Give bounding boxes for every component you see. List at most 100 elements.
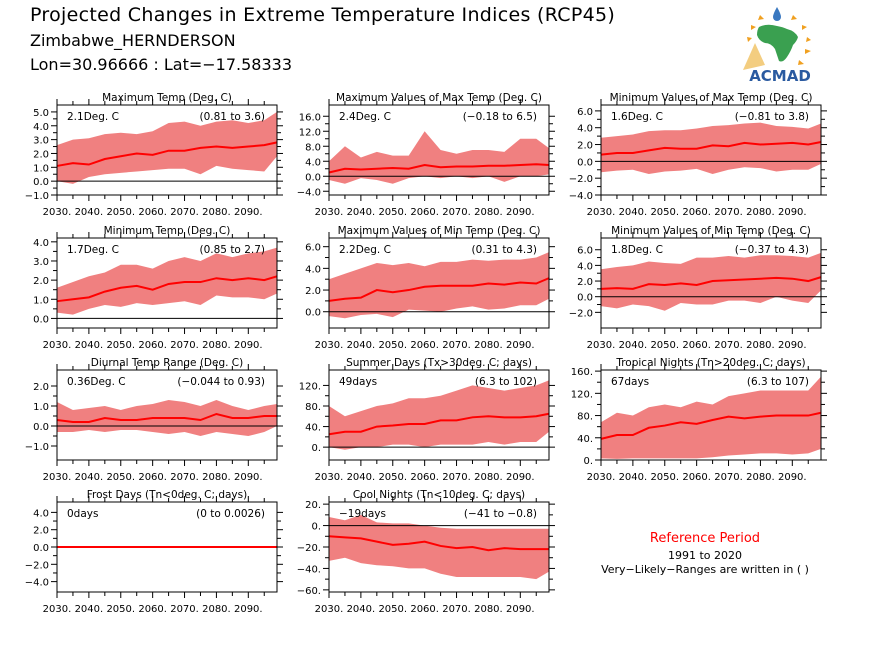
x-tick-label: 2090. xyxy=(778,472,807,483)
y-tick-label: 4.0 xyxy=(577,124,593,135)
y-tick-label: 80. xyxy=(305,402,321,413)
panel-title: Minimum Values of Max Temp (Deg. C) xyxy=(610,92,813,104)
very-likely-range-label: (−0.81 to 3.8) xyxy=(735,111,809,123)
plot-frame xyxy=(56,369,278,461)
x-tick-label: 2030. xyxy=(43,207,72,218)
x-tick-label: 2090. xyxy=(234,207,263,218)
x-tick-label: 2080. xyxy=(746,207,775,218)
x-tick-label: 2070. xyxy=(714,472,743,483)
acmad-africa-logo-icon: ACMAD xyxy=(743,7,811,85)
plot-frame xyxy=(328,104,550,196)
x-tick-label: 2050. xyxy=(378,207,407,218)
x-tick-label: 2060. xyxy=(410,604,439,615)
y-tick-label: 4.0 xyxy=(33,238,49,249)
x-tick-label: 2030. xyxy=(43,340,72,351)
y-tick-label: 40. xyxy=(305,423,321,434)
median-change-label: 67days xyxy=(611,376,649,388)
y-tick-label: −2.0 xyxy=(569,308,593,319)
y-tick-label: 0.0 xyxy=(305,308,321,319)
y-tick-label: 0.0 xyxy=(33,177,49,188)
x-tick-label: 2060. xyxy=(410,207,439,218)
x-tick-label: 2090. xyxy=(506,472,535,483)
median-change-label: 0days xyxy=(67,508,98,520)
x-tick-label: 2050. xyxy=(650,472,679,483)
x-tick-label: 2090. xyxy=(234,604,263,615)
y-tick-label: −40. xyxy=(297,564,321,575)
x-tick-label: 2030. xyxy=(315,472,344,483)
x-tick-label: 2040. xyxy=(75,604,104,615)
plot-frame xyxy=(600,237,822,329)
panel-title: Maximum Values of Min Temp (Deg. C) xyxy=(338,225,541,237)
median-line xyxy=(328,412,550,436)
x-tick-label: 2080. xyxy=(202,472,231,483)
x-tick-label: 2070. xyxy=(442,340,471,351)
y-tick-label: 0.0 xyxy=(33,543,49,554)
y-tick-label: 12.0 xyxy=(299,127,321,138)
median-change-label: 1.8Deg. C xyxy=(611,244,663,256)
y-tick-label: −2.0 xyxy=(569,174,593,185)
y-tick-label: 0. xyxy=(311,443,321,454)
x-tick-label: 2060. xyxy=(682,207,711,218)
likely-range-band xyxy=(601,122,821,174)
panel-title: Frost Days (Tn<0deg. C; days) xyxy=(87,489,247,501)
x-tick-label: 2090. xyxy=(778,207,807,218)
y-tick-label: −20. xyxy=(297,543,321,554)
y-tick-label: 6.0 xyxy=(577,107,593,118)
likely-range-band xyxy=(329,514,549,580)
x-tick-label: 2090. xyxy=(234,472,263,483)
median-change-label: −19days xyxy=(339,508,386,520)
very-likely-range-label: (0 to 0.0026) xyxy=(196,508,265,520)
y-tick-label: 2.0 xyxy=(577,277,593,288)
median-line xyxy=(56,141,278,167)
x-tick-label: 2060. xyxy=(682,472,711,483)
x-tick-label: 2040. xyxy=(347,340,376,351)
y-tick-label: −1.0 xyxy=(25,191,49,202)
x-tick-label: 2070. xyxy=(714,340,743,351)
likely-range-band xyxy=(601,376,821,459)
logo-text: ACMAD xyxy=(749,67,811,85)
y-tick-label: 160. xyxy=(571,367,593,378)
y-tick-label: 0.0 xyxy=(33,422,49,433)
y-tick-label: 2.0 xyxy=(33,276,49,287)
median-change-label: 1.6Deg. C xyxy=(611,111,663,123)
panel-title: Minimum Values of Min Temp (Deg. C) xyxy=(611,225,811,237)
x-tick-label: 2070. xyxy=(170,472,199,483)
x-tick-label: 2070. xyxy=(170,604,199,615)
y-tick-label: 0.0 xyxy=(305,172,321,183)
panel-title: Maximum Values of Max Temp (Deg. C) xyxy=(336,92,542,104)
x-tick-label: 2050. xyxy=(650,340,679,351)
station-name: Zimbabwe_HERNDERSON xyxy=(30,31,236,50)
y-tick-label: 1.0 xyxy=(33,402,49,413)
panel-6: −2.0 0.0 2.0 4.0 6.0 2030. 2040. 2050. 2060. 2070… xyxy=(569,225,827,351)
y-tick-label: 40. xyxy=(577,434,593,445)
y-tick-label: 1.0 xyxy=(33,295,49,306)
y-tick-label: 16.0 xyxy=(299,112,321,123)
median-line xyxy=(600,411,822,440)
x-tick-label: 2080. xyxy=(746,472,775,483)
x-tick-label: 2060. xyxy=(138,207,167,218)
median-line xyxy=(328,163,550,174)
median-line xyxy=(328,277,550,302)
x-tick-label: 2030. xyxy=(43,604,72,615)
median-line xyxy=(328,535,549,552)
y-tick-label: 6.0 xyxy=(577,246,593,257)
median-line xyxy=(600,276,822,290)
y-tick-label: 5.0 xyxy=(33,108,49,119)
x-tick-label: 2090. xyxy=(778,340,807,351)
y-tick-label: 4.0 xyxy=(305,264,321,275)
y-tick-label: −1.0 xyxy=(25,442,49,453)
x-tick-label: 2040. xyxy=(75,207,104,218)
x-tick-label: 2030. xyxy=(315,340,344,351)
x-tick-label: 2030. xyxy=(587,340,616,351)
x-tick-label: 2040. xyxy=(347,604,376,615)
very-likely-range-label: (0.81 to 3.6) xyxy=(200,111,266,123)
y-tick-label: 2.0 xyxy=(33,526,49,537)
median-change-label: 2.1Deg. C xyxy=(67,111,119,123)
x-tick-label: 2090. xyxy=(506,340,535,351)
x-tick-label: 2070. xyxy=(442,472,471,483)
panel-3: −4.0 −2.0 0.0 2.0 4.0 6.0 2030. 2040. 2050. 2060.… xyxy=(569,92,827,218)
panel-title: Diurnal Temp Range (Deg. C) xyxy=(91,357,243,369)
panel-9: 0. 40. 80. 120. 160. 2030. 2040. 2050. 2060. 2070… xyxy=(571,357,827,483)
very-likely-range-label: (6.3 to 102) xyxy=(475,376,537,388)
x-tick-label: 2080. xyxy=(202,340,231,351)
